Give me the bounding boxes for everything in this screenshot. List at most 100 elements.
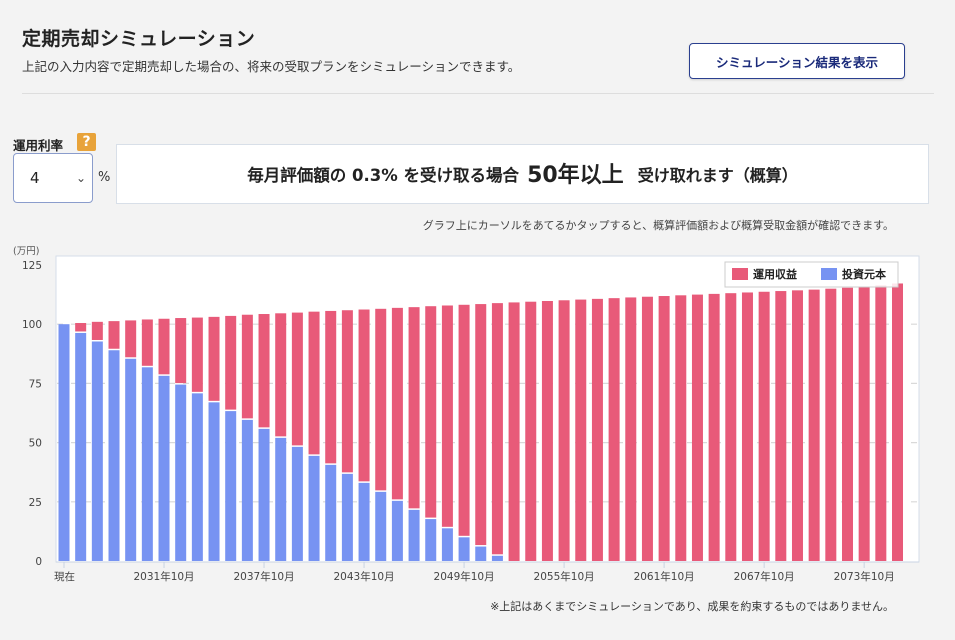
x-tick-label: 2043年10月 <box>334 570 395 583</box>
bar-profit[interactable] <box>508 302 520 561</box>
chart-hint: グラフ上にカーソルをあてるかタップすると、概算評価額および概算受取金額が確認でき… <box>422 219 894 232</box>
legend-box <box>724 261 899 288</box>
bar-profit[interactable] <box>125 320 137 358</box>
bar-profit[interactable] <box>491 303 503 555</box>
bar-principal[interactable] <box>491 555 503 561</box>
x-tick-label: 2049年10月 <box>434 570 495 583</box>
y-tick-label: 0 <box>35 556 42 568</box>
bar-principal[interactable] <box>358 482 370 561</box>
chart[interactable]: 0 25 50 75 100 125 現在 2031年10月 2037年10月 2043年10月… <box>0 250 955 590</box>
bar-profit[interactable] <box>725 293 737 561</box>
bar-profit[interactable] <box>708 293 720 561</box>
x-tick-label: 2037年10月 <box>233 570 294 583</box>
bar-principal[interactable] <box>291 446 303 561</box>
bar-profit[interactable] <box>575 299 587 561</box>
y-tick-label: 25 <box>29 497 42 509</box>
bar-profit[interactable] <box>341 310 353 473</box>
bar-principal[interactable] <box>425 519 437 561</box>
bar-principal[interactable] <box>275 437 287 561</box>
bar-principal[interactable] <box>408 509 420 561</box>
bar-profit[interactable] <box>208 316 220 401</box>
bar-profit[interactable] <box>241 314 253 419</box>
bar-profit[interactable] <box>858 286 870 561</box>
bar-profit[interactable] <box>475 304 487 546</box>
bar-principal[interactable] <box>458 537 470 561</box>
bar-principal[interactable] <box>475 546 487 561</box>
y-tick-label: 125 <box>22 260 42 272</box>
bar-principal[interactable] <box>141 367 153 561</box>
x-tick-label: 現在 <box>54 571 75 583</box>
bar-profit[interactable] <box>291 312 303 446</box>
bar-principal[interactable] <box>191 393 203 561</box>
bar-profit[interactable] <box>425 306 437 518</box>
result-highlight: 50年以上 <box>527 162 624 188</box>
bar-profit[interactable] <box>808 289 820 561</box>
bar-profit[interactable] <box>525 301 537 561</box>
bar-profit[interactable] <box>625 297 637 561</box>
bar-profit[interactable] <box>225 315 237 410</box>
x-axis-ticks: 現在 2031年10月 2037年10月 2043年10月 2049年10月 2055年1… <box>54 561 919 583</box>
x-tick-label: 2073年10月 <box>834 570 895 583</box>
bar-profit[interactable] <box>658 296 670 561</box>
legend-swatch-principal <box>821 268 837 280</box>
bar-principal[interactable] <box>208 402 220 561</box>
help-icon[interactable]: ? <box>77 133 96 151</box>
bar-principal[interactable] <box>91 341 103 561</box>
bar-profit[interactable] <box>541 300 553 561</box>
bar-profit[interactable] <box>775 291 787 561</box>
bar-profit[interactable] <box>75 323 87 332</box>
bar-profit[interactable] <box>141 319 153 366</box>
bar-profit[interactable] <box>441 305 453 527</box>
bar-principal[interactable] <box>258 428 270 561</box>
bar-profit[interactable] <box>741 292 753 561</box>
rate-select[interactable]: 4 ⌄ <box>13 153 93 203</box>
bar-profit[interactable] <box>558 300 570 561</box>
bar-profit[interactable] <box>158 318 170 375</box>
bar-principal[interactable] <box>108 350 120 561</box>
bar-profit[interactable] <box>641 296 653 561</box>
bar-profit[interactable] <box>608 298 620 561</box>
show-simulation-result-button[interactable]: シミュレーション結果を表示 <box>689 43 905 79</box>
chevron-down-icon: ⌄ <box>75 171 86 185</box>
bar-profit[interactable] <box>375 308 387 491</box>
x-tick-label: 2031年10月 <box>133 570 194 583</box>
bar-principal[interactable] <box>158 375 170 561</box>
bar-principal[interactable] <box>325 464 337 561</box>
bar-profit[interactable] <box>825 288 837 561</box>
bar-principal[interactable] <box>58 324 70 561</box>
bar-profit[interactable] <box>841 287 853 561</box>
bar-profit[interactable] <box>458 304 470 536</box>
y-axis-ticks: 0 25 50 75 100 125 <box>22 260 42 568</box>
bar-profit[interactable] <box>391 307 403 500</box>
bar-principal[interactable] <box>391 500 403 561</box>
bar-principal[interactable] <box>241 419 253 561</box>
bar-profit[interactable] <box>675 295 687 561</box>
bar-profit[interactable] <box>791 290 803 561</box>
bar-principal[interactable] <box>175 384 187 561</box>
bar-principal[interactable] <box>375 491 387 561</box>
bar-profit[interactable] <box>108 321 120 349</box>
bar-profit[interactable] <box>175 318 187 384</box>
bar-profit[interactable] <box>91 321 103 340</box>
bar-profit[interactable] <box>875 285 887 561</box>
bar-profit[interactable] <box>758 291 770 561</box>
bar-principal[interactable] <box>75 332 87 561</box>
bar-principal[interactable] <box>341 473 353 561</box>
bar-profit[interactable] <box>358 309 370 482</box>
bar-profit[interactable] <box>275 313 287 437</box>
bar-profit[interactable] <box>308 311 320 455</box>
bar-principal[interactable] <box>308 455 320 561</box>
bar-principal[interactable] <box>225 411 237 561</box>
bar-profit[interactable] <box>408 307 420 509</box>
x-tick-label: 2061年10月 <box>634 570 695 583</box>
legend-swatch-profit <box>732 268 748 280</box>
bar-profit[interactable] <box>191 317 203 392</box>
bar-principal[interactable] <box>125 358 137 561</box>
bar-profit[interactable] <box>325 310 337 464</box>
bar-profit[interactable] <box>258 314 270 428</box>
bar-principal[interactable] <box>441 528 453 561</box>
y-axis-unit: (万円) <box>13 246 40 257</box>
bar-profit[interactable] <box>691 294 703 561</box>
bar-profit[interactable] <box>892 283 903 561</box>
bar-profit[interactable] <box>591 298 603 561</box>
